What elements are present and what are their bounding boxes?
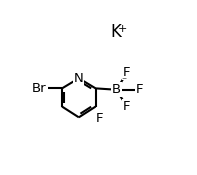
Text: F: F <box>122 100 130 113</box>
Text: B: B <box>112 83 121 96</box>
Text: Br: Br <box>31 82 46 95</box>
Text: K: K <box>110 23 121 41</box>
Text: F: F <box>96 112 103 125</box>
Text: +: + <box>118 24 127 34</box>
Text: F: F <box>122 66 130 79</box>
Text: ⁻: ⁻ <box>121 76 126 86</box>
Text: N: N <box>74 72 84 85</box>
Text: F: F <box>135 83 143 96</box>
